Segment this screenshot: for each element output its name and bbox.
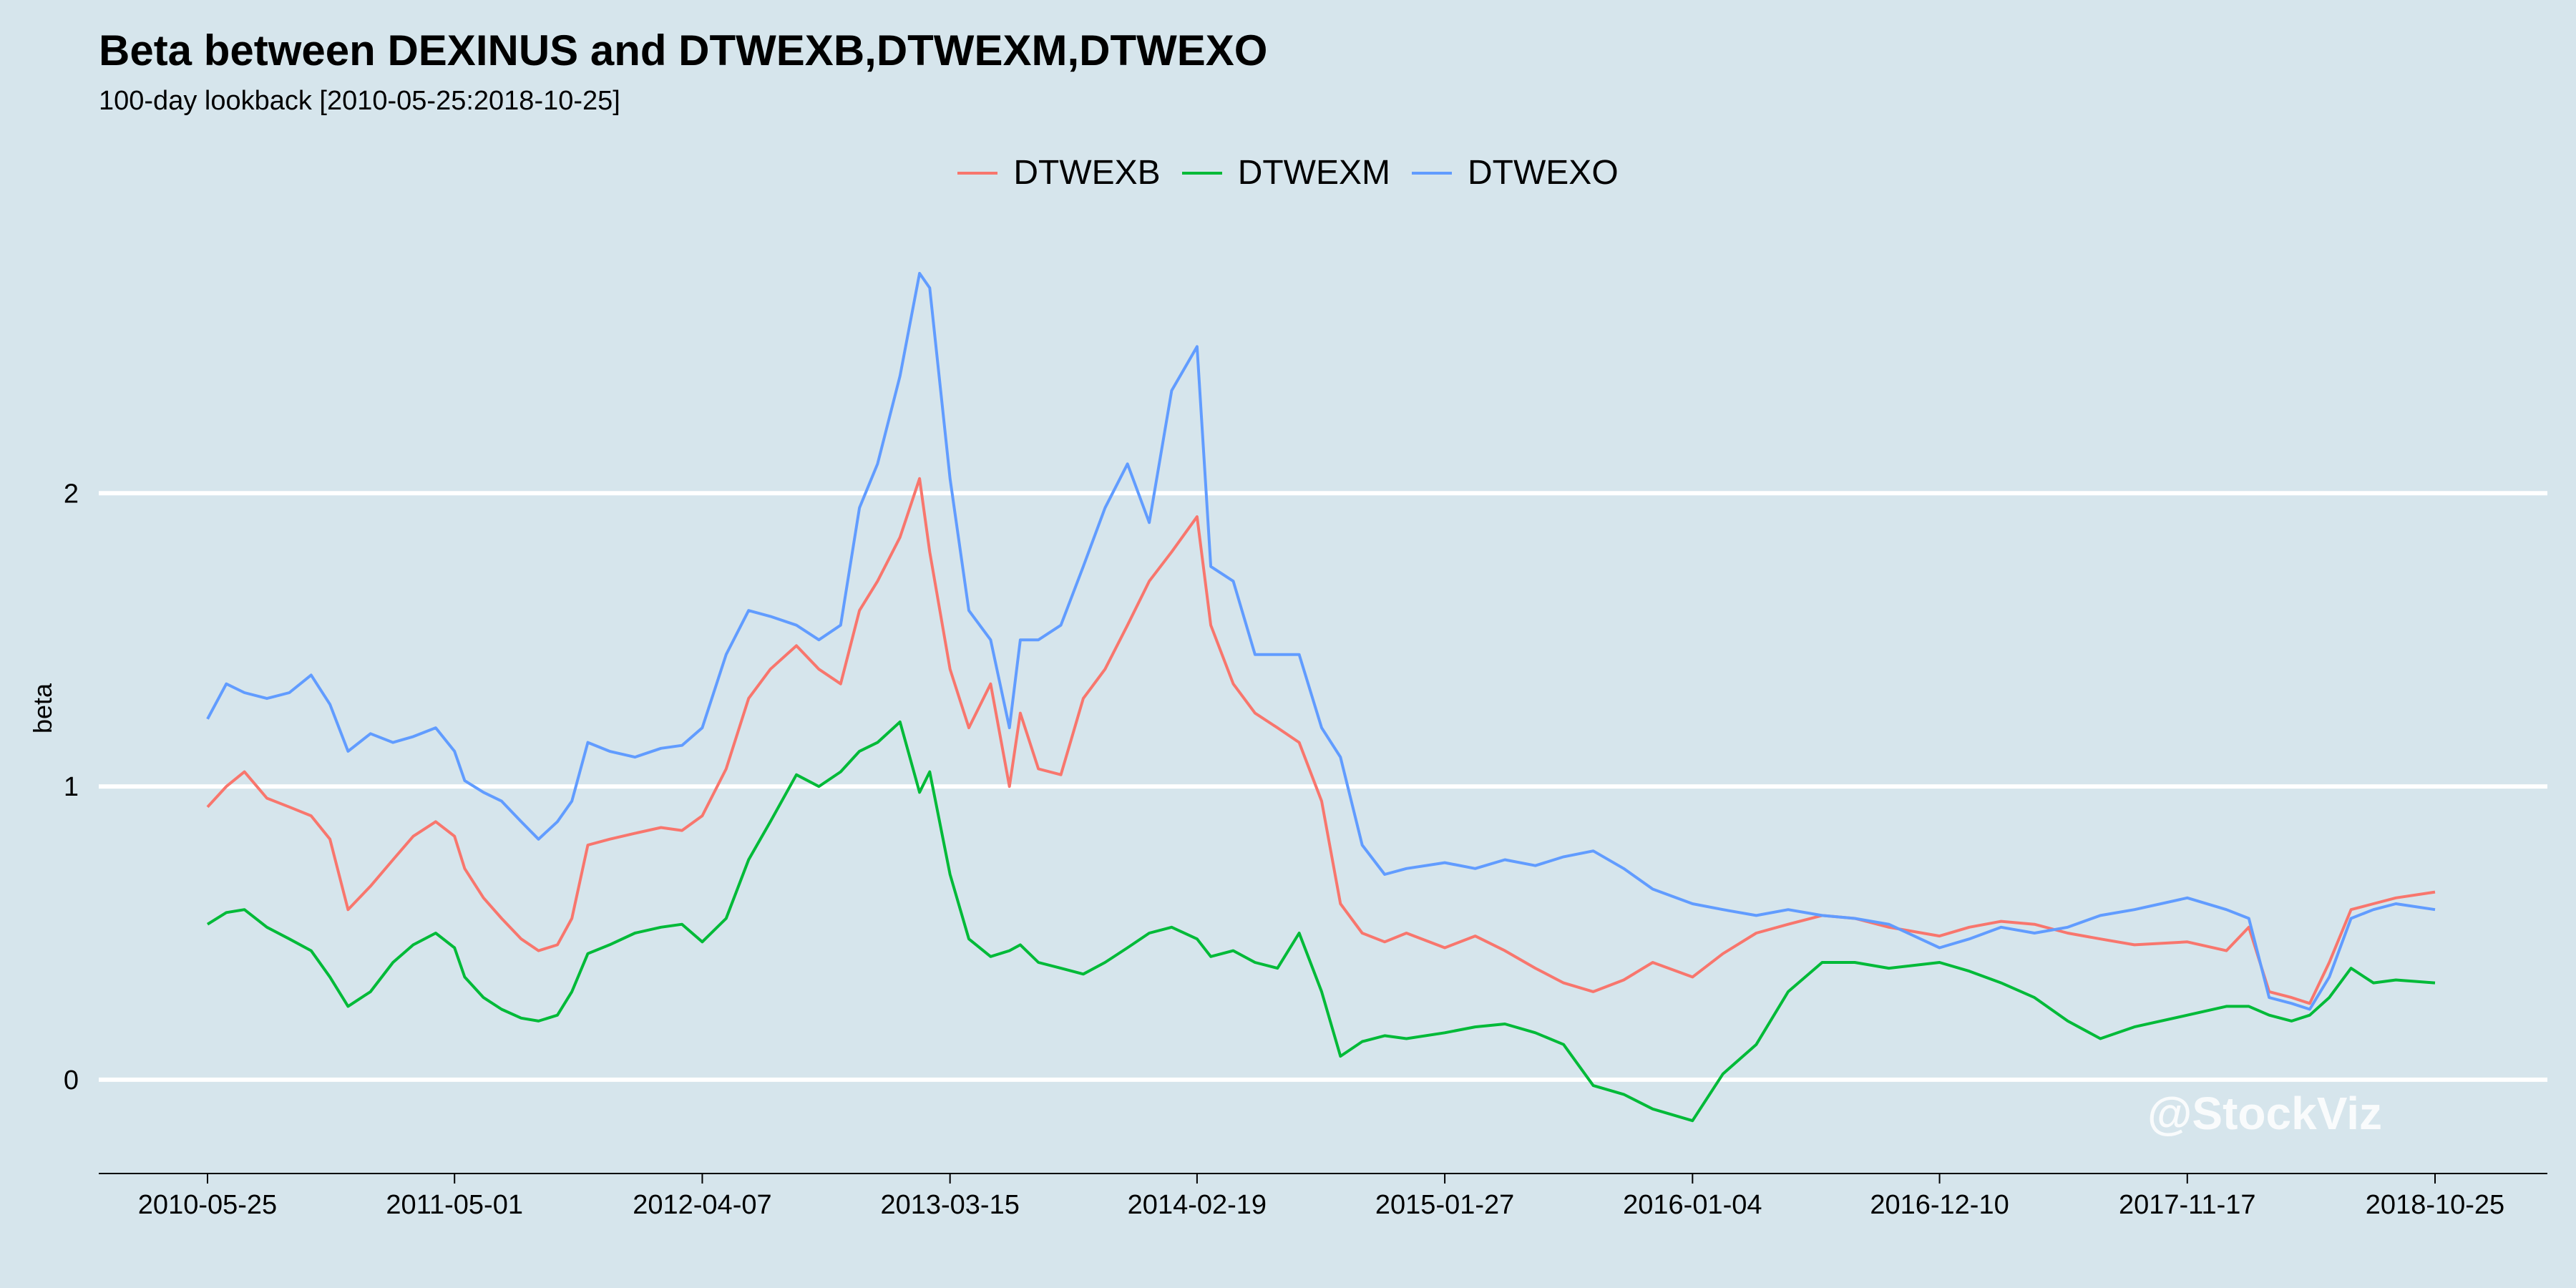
legend-label-dtwexb: DTWEXB: [1013, 154, 1161, 192]
x-tick-label: 2016-01-04: [1623, 1190, 1762, 1220]
legend-key-dtwexo: [1412, 171, 1452, 175]
chart-title: Beta between DEXINUS and DTWEXB,DTWEXM,D…: [99, 26, 1268, 74]
y-axis-label: beta: [28, 683, 57, 733]
x-tick-label: 2015-01-27: [1375, 1190, 1514, 1220]
legend-key-dtwexm: [1181, 171, 1222, 175]
watermark: @StockViz: [2147, 1088, 2382, 1139]
y-tick-label: 0: [64, 1065, 79, 1096]
series-line-dtwexb: [206, 477, 2436, 1005]
series-line-dtwexm: [206, 720, 2436, 1123]
series-line-dtwexo: [206, 272, 2436, 1011]
x-tick-label: 2018-10-25: [2366, 1190, 2504, 1220]
legend-item-dtwexb: DTWEXB: [957, 153, 1161, 192]
y-tick-label: 1: [64, 772, 79, 802]
chart-subtitle: 100-day lookback [2010-05-25:2018-10-25]: [99, 86, 620, 116]
x-tick-label: 2013-03-15: [880, 1190, 1019, 1220]
legend-label-dtwexm: DTWEXM: [1237, 154, 1390, 192]
gridlines: [99, 491, 2547, 1082]
x-tick-label: 2012-04-07: [633, 1190, 771, 1220]
legend-item-dtwexm: DTWEXM: [1181, 153, 1390, 192]
x-tick-label: 2017-11-17: [2119, 1190, 2256, 1220]
x-tick-label: 2014-02-19: [1128, 1190, 1267, 1220]
x-tick-label: 2010-05-25: [138, 1190, 277, 1220]
legend: DTWEXB DTWEXM DTWEXO: [0, 153, 2576, 192]
axes: 0 1 2 2010-05-25 2011-05-01 2012-04-07 2013-03…: [28, 479, 2547, 1220]
x-tick-label: 2016-12-10: [1870, 1190, 2009, 1220]
legend-label-dtwexo: DTWEXO: [1468, 154, 1619, 192]
y-tick-label: 2: [64, 479, 79, 509]
series-lines: [206, 272, 2436, 1123]
x-tick-label: 2011-05-01: [386, 1190, 523, 1220]
legend-key-dtwexb: [957, 171, 998, 175]
legend-item-dtwexo: DTWEXO: [1412, 153, 1619, 192]
